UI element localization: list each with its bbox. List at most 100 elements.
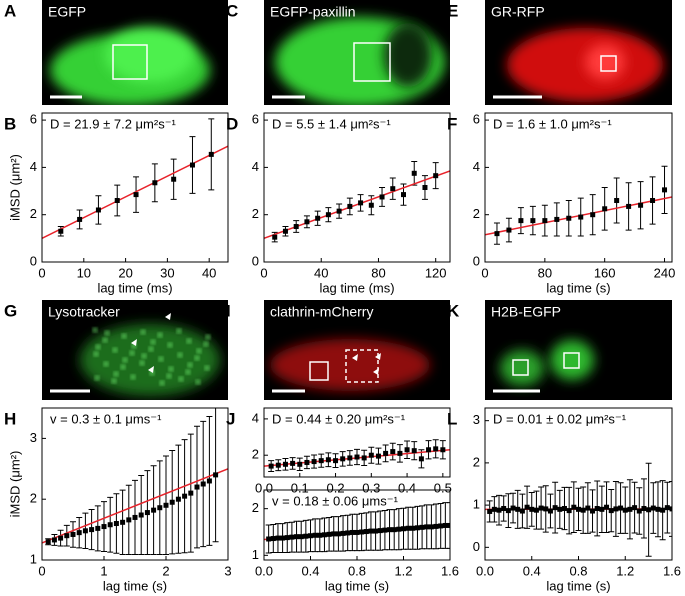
data-point [171,176,177,182]
y-tick-label: 6 [473,112,480,127]
data-point [414,525,420,531]
data-point [303,533,309,539]
x-tick-label: 80 [538,265,552,280]
x-tick-label: 20 [118,265,132,280]
data-point [626,203,632,209]
data-point [524,504,530,510]
data-point [602,206,608,212]
roi-box [112,44,148,80]
data-point [411,448,417,454]
x-tick-label: 0 [38,563,45,578]
data-point [578,214,584,220]
arrowhead [373,368,379,375]
data-point [373,528,379,534]
data-point [321,532,327,538]
data-point [387,527,393,533]
y-tick-label: 1 [473,497,480,512]
cell [270,339,430,391]
x-tick-label: 3 [224,563,231,578]
x-axis-label: lag time (ms) [97,280,172,295]
data-point [64,533,70,539]
data-point [132,514,138,520]
data-point [662,187,668,193]
x-tick-label: 0.3 [362,480,380,495]
annotation: D = 21.9 ± 7.2 μm²s⁻¹ [50,116,177,131]
annotation: D = 1.6 ± 1.0 μm²s⁻¹ [493,116,612,131]
data-point [113,521,119,527]
y-tick-label: 2 [252,206,259,221]
vesicle [178,353,182,357]
vesicle [196,380,200,384]
data-point [270,536,276,542]
data-point [552,505,558,511]
roi-box [600,55,617,72]
data-point [566,215,572,221]
panel-letter: C [226,1,238,20]
vesicle [169,367,173,371]
data-point [622,507,628,513]
data-point [632,505,638,511]
data-point [354,454,360,460]
data-point [77,216,83,222]
data-point [175,496,181,502]
data-point [501,505,507,511]
data-point [646,507,652,513]
arrowhead [375,353,381,360]
data-point [163,502,169,508]
data-point [368,452,374,458]
x-tick-label: 40 [314,265,328,280]
data-point [358,200,364,206]
panel-letter: E [447,1,458,20]
x-tick-label: 0.0 [255,480,273,495]
panel-letter: K [447,301,460,320]
data-point [404,447,410,453]
data-point [95,207,101,213]
y-tick-label: 2 [473,454,480,469]
y-axis-label: iMSD (μm²) [7,154,22,221]
x-tick-label: 0.5 [434,480,452,495]
roi-box [512,359,529,376]
x-tick-label: 120 [425,265,447,280]
vesicle [151,340,155,344]
image-label: Lysotracker [48,304,120,320]
vesicle [94,352,98,356]
y-tick-label: 2 [252,447,259,462]
vesicle [167,374,171,378]
image-label: EGFP-paxillin [270,4,356,20]
vesicle [93,328,97,332]
data-point [590,508,596,514]
data-point [58,535,64,541]
vesicle [114,372,118,376]
data-point [331,531,337,537]
cell [80,324,220,396]
vesicle [177,329,181,333]
data-point [433,446,439,452]
data-point [411,170,417,176]
panel-letter: A [4,1,16,20]
y-tick-label: 4 [252,159,259,174]
y-tick-label: 6 [30,112,37,127]
annotation: D = 0.01 ± 0.02 μm²s⁻¹ [493,411,627,426]
roi-box [309,361,329,381]
data-point [390,449,396,455]
vesicle [186,370,190,374]
data-point [585,505,591,511]
data-point [375,453,381,459]
data-point [557,506,563,512]
data-point [133,192,139,198]
arrowhead [148,366,154,373]
data-point [554,216,560,222]
x-tick-label: 1.2 [394,563,412,578]
data-point [487,508,493,514]
data-point [58,228,64,234]
data-point [655,506,661,512]
data-point [101,524,107,530]
x-tick-label: 1.2 [616,563,634,578]
error-bar [447,502,450,549]
vesicle [160,381,164,385]
panel-letter: L [447,409,457,428]
x-tick-label: 0 [38,265,45,280]
data-point [206,478,212,484]
data-point [426,447,432,453]
